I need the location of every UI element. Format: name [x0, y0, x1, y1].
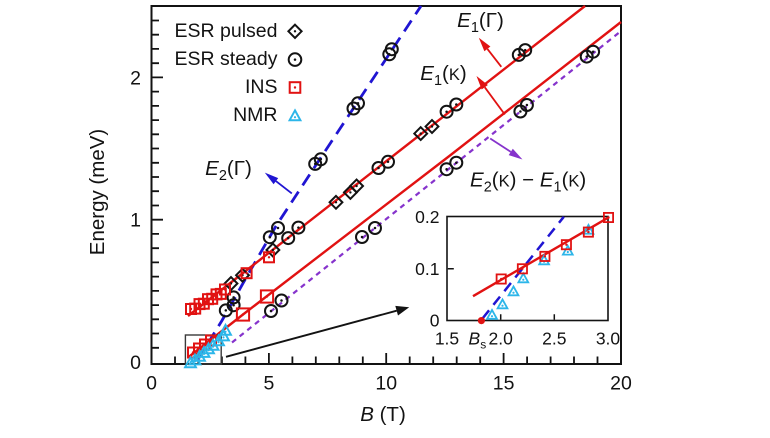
- svg-text:20: 20: [610, 373, 632, 395]
- svg-text:ESR pulsed: ESR pulsed: [175, 20, 278, 42]
- svg-text:2: 2: [130, 67, 141, 89]
- svg-text:E1(K): E1(K): [420, 62, 466, 89]
- svg-text:Energy (meV): Energy (meV): [86, 129, 109, 255]
- svg-text:ESR steady: ESR steady: [175, 48, 278, 70]
- svg-text:B (T): B (T): [360, 403, 406, 426]
- svg-text:2.5: 2.5: [542, 329, 566, 349]
- svg-text:1.5: 1.5: [435, 329, 459, 349]
- svg-text:2.0: 2.0: [489, 329, 514, 349]
- svg-text:5: 5: [263, 373, 274, 395]
- svg-text:E2(K) − E1(K): E2(K) − E1(K): [470, 169, 586, 196]
- svg-text:0: 0: [130, 352, 141, 374]
- svg-text:3.0: 3.0: [596, 329, 621, 349]
- svg-text:NMR: NMR: [233, 104, 277, 126]
- svg-text:INS: INS: [245, 76, 278, 98]
- svg-text:0.1: 0.1: [415, 259, 439, 279]
- svg-text:E2(Γ): E2(Γ): [205, 157, 252, 184]
- svg-text:15: 15: [493, 373, 515, 395]
- svg-text:10: 10: [375, 373, 397, 395]
- svg-text:E1(Γ): E1(Γ): [457, 9, 504, 36]
- svg-text:1: 1: [130, 210, 141, 232]
- svg-text:Bs: Bs: [469, 329, 487, 352]
- svg-text:0.2: 0.2: [415, 207, 439, 227]
- svg-text:0: 0: [146, 373, 157, 395]
- svg-text:0: 0: [430, 311, 440, 331]
